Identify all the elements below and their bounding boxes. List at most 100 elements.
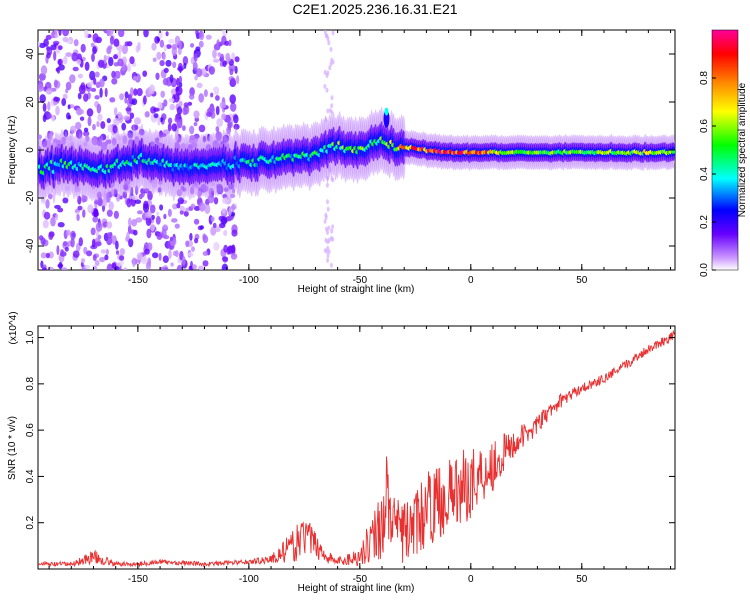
spectrogram-noise-blob bbox=[167, 123, 172, 132]
spectrogram-noise-blob bbox=[323, 248, 327, 254]
spectrogram-noise-blob bbox=[190, 203, 196, 209]
spectrogram-noise-blob bbox=[144, 210, 152, 219]
spectrogram-noise-blob bbox=[53, 96, 61, 102]
spectrogram-noise-blob bbox=[131, 195, 139, 200]
spectrogram-noise-blob bbox=[220, 41, 224, 46]
spectrogram-noise-blob bbox=[104, 254, 109, 261]
spectrogram-noise-blob bbox=[131, 219, 138, 227]
spectrogram-noise-blob bbox=[57, 263, 64, 268]
spectrogram-noise-blob bbox=[132, 257, 136, 268]
spectrogram-noise-blob bbox=[193, 53, 198, 62]
spectrogram-noise-blob bbox=[326, 108, 330, 114]
spectrogram-noise-blob bbox=[196, 82, 203, 89]
spectrogram-noise-blob bbox=[83, 93, 89, 102]
spectrogram-noise-blob bbox=[56, 245, 60, 256]
spectrogram-noise-blob bbox=[61, 98, 67, 107]
spectrogram-noise-blob bbox=[45, 199, 50, 209]
spectrogram-noise-blob bbox=[142, 203, 150, 213]
snr-axes: -150 -100 -50 0 50 0.2 0.4 0.6 0.8 1.0 bbox=[25, 326, 675, 585]
spectrogram-noise-blob bbox=[65, 81, 72, 91]
spectrogram-noise-blob bbox=[71, 232, 76, 238]
spectrogram-noise-blob bbox=[151, 214, 155, 220]
spectrogram-noise-blob bbox=[93, 77, 97, 85]
spectrogram-noise-blob bbox=[38, 134, 43, 140]
spectrogram-noise-blob bbox=[66, 229, 71, 236]
spectrogram-noise-blob bbox=[170, 262, 174, 267]
spectrogram-noise-blob bbox=[106, 221, 113, 229]
spectrogram-spike-core bbox=[384, 107, 389, 116]
spectrogram-noise-blob bbox=[204, 204, 211, 215]
spectrogram-noise-blob bbox=[80, 261, 84, 268]
spectrogram-noise-blob bbox=[87, 116, 92, 127]
spectrogram-noise-blob bbox=[107, 124, 113, 131]
snr-series-line bbox=[38, 329, 675, 568]
spectrogram-noise-blob bbox=[51, 115, 55, 122]
spectrogram-noise-blob bbox=[77, 92, 82, 100]
spectrogram-noise-blob bbox=[86, 81, 93, 88]
spectrogram-noise-blob bbox=[231, 52, 236, 60]
spectrogram-noise-blob bbox=[43, 211, 51, 220]
colorbar-gradient bbox=[711, 29, 739, 271]
spectrogram-noise-blob bbox=[106, 232, 112, 237]
spectrogram-noise-blob bbox=[199, 30, 205, 41]
spectrogram-noise-blob bbox=[171, 123, 177, 132]
spectrogram-noise-blob bbox=[113, 118, 120, 126]
snr-x-tick-label: 50 bbox=[576, 574, 588, 585]
spectrogram-noise-blob bbox=[198, 40, 204, 48]
spectrogram-noise-blob bbox=[174, 223, 180, 229]
spectrogram-noise-blob bbox=[194, 117, 200, 122]
spectrogram-noise-blob bbox=[62, 197, 69, 204]
spectrogram-noise-blob bbox=[124, 41, 130, 47]
spectrogram-noise-blob bbox=[230, 77, 236, 86]
spectrogram-noise-blob bbox=[331, 30, 335, 36]
spectrogram-noise-blob bbox=[213, 241, 220, 251]
spectrogram-noise-blob bbox=[216, 39, 220, 48]
spectrogram-noise-blob bbox=[198, 124, 206, 133]
spectrogram-noise-blob bbox=[326, 257, 330, 263]
spectrogram-noise-blob bbox=[69, 74, 76, 84]
spectrogram-noise-blob bbox=[185, 240, 190, 248]
spectrogram-noise-blob bbox=[40, 65, 48, 75]
spectrogram-noise-blob bbox=[165, 59, 172, 67]
spectrogram-noise-blob bbox=[117, 111, 122, 119]
spectrogram-noise-blob bbox=[105, 248, 109, 255]
colorbar-tick-label: 0.4 bbox=[699, 167, 710, 181]
spectrogram-noise-blob bbox=[137, 41, 141, 51]
spectrogram-noise-blob bbox=[181, 255, 186, 266]
snr-x-tick-label: 0 bbox=[468, 574, 474, 585]
spectrogram-noise-blob bbox=[323, 218, 327, 224]
spectrogram-noise-blob bbox=[222, 60, 227, 67]
spectrogram-noise-blob bbox=[113, 210, 119, 219]
spectrogram-noise-blob bbox=[106, 30, 114, 36]
spectrogram-noise-blob bbox=[162, 52, 166, 61]
spectrogram-noise-blob bbox=[55, 213, 59, 221]
spectrogram-noise-blob bbox=[215, 95, 220, 101]
spectrogram-noise-blob bbox=[124, 91, 129, 99]
spectrogram-noise-blob bbox=[205, 34, 212, 40]
spectrogram-noise-blob bbox=[57, 45, 63, 51]
spectrogram-noise-blob bbox=[176, 202, 181, 209]
snr-y-tick-label: 0.2 bbox=[25, 515, 36, 529]
colorbar-label: Normalized spectral amplitude bbox=[737, 82, 748, 217]
spectrogram-noise-blob bbox=[48, 232, 54, 240]
spectrogram-noise-blob bbox=[163, 213, 167, 220]
colorbar-ticks: 0.0 0.2 0.4 0.6 0.8 bbox=[699, 71, 716, 277]
spectrogram-noise-blob bbox=[156, 51, 162, 60]
spectrogram-spike bbox=[383, 109, 390, 128]
spectrogram-noise-blob bbox=[136, 252, 143, 261]
spectrogram-noise-blob bbox=[95, 241, 102, 247]
spectrogram-noise-blob bbox=[159, 266, 165, 270]
spectrogram-x-axis-label: Height of straight line (km) bbox=[298, 284, 415, 295]
spectrogram-noise-blob bbox=[89, 70, 96, 81]
spectrogram-noise-blob bbox=[195, 30, 199, 37]
spectrogram-noise-blob bbox=[43, 38, 49, 47]
colorbar: 0.0 0.2 0.4 0.6 0.8 Normalized spectral ampl… bbox=[699, 29, 748, 277]
spectrogram-noise-blob bbox=[100, 121, 106, 129]
spectrogram-noise-blob bbox=[106, 263, 113, 270]
spectrogram-noise-blob bbox=[190, 43, 195, 48]
spectrogram-noise-blob bbox=[229, 68, 234, 76]
spectrogram-noise-blob bbox=[87, 204, 94, 214]
spectrogram-x-tick-label: -50 bbox=[353, 275, 368, 286]
spectrogram-noise-blob bbox=[183, 210, 189, 217]
spectrogram-noise-blob bbox=[109, 97, 116, 103]
